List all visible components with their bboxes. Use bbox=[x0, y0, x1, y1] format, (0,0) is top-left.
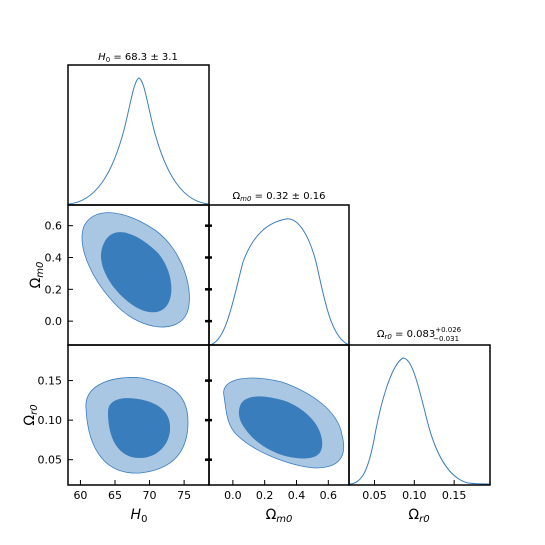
xlabel-h0: H0 bbox=[131, 507, 148, 525]
contour-68-or-h0 bbox=[108, 398, 171, 458]
ytick-label-Or-0: 0.05 bbox=[38, 454, 63, 467]
xtick-label-Or-2: 0.15 bbox=[442, 489, 467, 502]
panel-h0-marginal bbox=[67, 64, 210, 206]
marginal-curve-om bbox=[208, 218, 350, 346]
ytick-label-Om-1: 0.2 bbox=[45, 283, 63, 296]
title-om: Ωm0 = 0.32 ± 0.16 bbox=[233, 191, 326, 203]
contour-68-or-om bbox=[238, 396, 323, 459]
xlabel-or: Ωr0 bbox=[408, 507, 429, 525]
ytick-label-Om-2: 0.4 bbox=[45, 252, 63, 265]
xtick-label-H0-1: 65 bbox=[108, 489, 122, 502]
panel-om-vs-h0: 0.0 0.2 0.4 0.6 bbox=[45, 204, 212, 346]
xtick-label-Om-0: 0.0 bbox=[224, 489, 242, 502]
xtick-label-Om-3: 0.6 bbox=[320, 489, 338, 502]
ylabel-om: Ωm0 bbox=[28, 262, 46, 289]
marginal-curve-or bbox=[348, 357, 491, 485]
xtick-label-H0-2: 70 bbox=[143, 489, 157, 502]
marginal-curve-h0 bbox=[67, 77, 210, 205]
contour-68-om-h0 bbox=[100, 232, 172, 313]
panel-or-vs-om: 0.0 0.2 0.4 0.6 bbox=[208, 344, 350, 502]
ytick-label-Om-3: 0.6 bbox=[45, 220, 63, 233]
ytick-label-Om-0: 0.0 bbox=[45, 315, 63, 328]
title-or: Ωr0 = 0.083+0.026 −0.031 bbox=[377, 326, 462, 343]
xtick-label-Or-0: 0.05 bbox=[362, 489, 387, 502]
panel-or-marginal: 0.05 0.10 0.15 bbox=[348, 344, 491, 502]
xticks-om: 0.0 0.2 0.4 0.6 bbox=[224, 480, 337, 502]
yticks-or: 0.05 0.10 0.15 bbox=[38, 375, 73, 467]
title-h0: H0 = 68.3 ± 3.1 bbox=[98, 52, 178, 64]
ytick-label-Or-1: 0.10 bbox=[38, 414, 63, 427]
ylabel-or: Ωr0 bbox=[22, 404, 40, 425]
yticks-om: 0.0 0.2 0.4 0.6 bbox=[45, 220, 73, 328]
xlabel-om: Ωm0 bbox=[266, 507, 293, 525]
xtick-label-H0-0: 60 bbox=[73, 489, 87, 502]
xtick-label-H0-3: 75 bbox=[177, 489, 191, 502]
xtick-label-Om-1: 0.2 bbox=[256, 489, 274, 502]
panel-om-marginal bbox=[208, 204, 350, 346]
frame-om-marginal bbox=[208, 204, 350, 346]
frame-or-marginal bbox=[348, 344, 491, 486]
xticks-h0: 60 65 70 75 bbox=[73, 480, 191, 502]
xtick-label-Or-1: 0.10 bbox=[402, 489, 427, 502]
panel-or-vs-h0: 0.05 0.10 0.15 60 65 70 75 bbox=[38, 344, 212, 502]
xticks-or: 0.05 0.10 0.15 bbox=[362, 480, 466, 502]
ytick-label-Or-2: 0.15 bbox=[38, 375, 63, 388]
frame-h0-marginal bbox=[67, 64, 210, 206]
xtick-label-Om-2: 0.4 bbox=[288, 489, 306, 502]
